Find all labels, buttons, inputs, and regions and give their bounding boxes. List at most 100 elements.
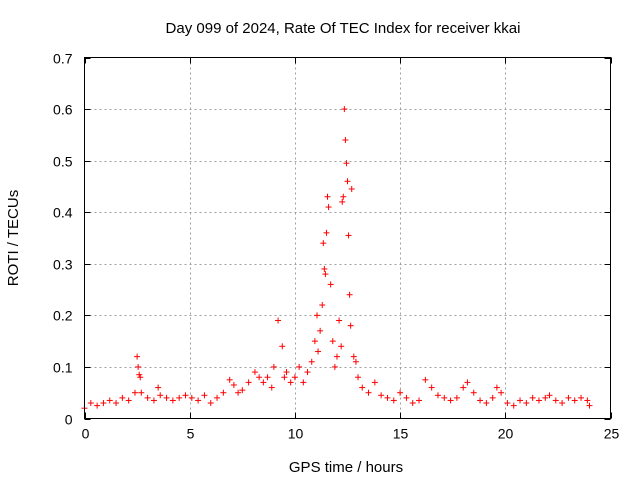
- data-point: [138, 389, 145, 396]
- data-point: [464, 379, 471, 386]
- data-point: [131, 389, 138, 396]
- data-point: [311, 338, 318, 345]
- data-point: [434, 392, 441, 399]
- data-point: [329, 338, 336, 345]
- data-point: [308, 358, 315, 365]
- data-point: [137, 374, 144, 381]
- data-point: [279, 343, 286, 350]
- data-point: [283, 369, 290, 376]
- data-point: [155, 384, 162, 391]
- data-point: [182, 392, 189, 399]
- data-point: [352, 358, 359, 365]
- x-tick-label: 10: [288, 426, 304, 442]
- data-point: [264, 374, 271, 381]
- data-point: [319, 302, 326, 309]
- x-tick-label: 20: [498, 426, 514, 442]
- data-point: [106, 397, 113, 404]
- data-point: [483, 400, 490, 407]
- data-point: [125, 397, 132, 404]
- data-point: [447, 397, 454, 404]
- y-tick-label: 0.5: [53, 154, 73, 170]
- data-point: [498, 389, 505, 396]
- data-point: [230, 381, 237, 388]
- data-point: [517, 397, 524, 404]
- data-point: [339, 198, 346, 205]
- data-point: [336, 317, 343, 324]
- data-point: [350, 353, 357, 360]
- data-point: [315, 348, 322, 355]
- data-point: [321, 265, 328, 272]
- data-point: [403, 394, 410, 401]
- data-point: [245, 379, 252, 386]
- data-point: [341, 106, 348, 113]
- data-point: [504, 400, 511, 407]
- data-point: [546, 392, 553, 399]
- data-point: [470, 389, 477, 396]
- data-point: [320, 240, 327, 247]
- data-point: [542, 394, 549, 401]
- data-point: [287, 379, 294, 386]
- x-axis-ticks: 0 5 10 15 20 25: [82, 57, 619, 442]
- data-point: [296, 363, 303, 370]
- data-point: [489, 394, 496, 401]
- data-point: [460, 384, 467, 391]
- data-point: [359, 384, 366, 391]
- data-point: [214, 394, 221, 401]
- data-point: [340, 193, 347, 200]
- data-point: [584, 397, 591, 404]
- data-point: [220, 389, 227, 396]
- data-point: [333, 353, 340, 360]
- data-point: [586, 402, 593, 409]
- data-point: [176, 394, 183, 401]
- x-tick-label: 15: [393, 426, 409, 442]
- plot-frame: [84, 57, 611, 419]
- data-point: [371, 379, 378, 386]
- data-point: [169, 397, 176, 404]
- data-point: [331, 363, 338, 370]
- data-point: [268, 384, 275, 391]
- y-tick-label: 0.6: [53, 102, 73, 118]
- data-point: [327, 281, 334, 288]
- y-tick-label: 0.4: [53, 205, 73, 221]
- data-point: [390, 397, 397, 404]
- data-point: [345, 232, 352, 239]
- chart-title: Day 099 of 2024, Rate Of TEC Index for r…: [166, 20, 521, 37]
- data-point: [441, 394, 448, 401]
- data-point: [195, 397, 202, 404]
- data-point: [291, 374, 298, 381]
- data-point: [324, 193, 331, 200]
- y-tick-label: 0.1: [53, 360, 73, 376]
- data-point: [523, 400, 530, 407]
- y-axis-label: ROTI / TECUs: [5, 190, 22, 286]
- y-axis-ticks: 0 0.1 0.2 0.3 0.4 0.5 0.6 0.7: [53, 51, 611, 428]
- data-point: [347, 322, 354, 329]
- data-point: [365, 389, 372, 396]
- data-point: [113, 400, 120, 407]
- data-point: [477, 397, 484, 404]
- data-point: [163, 394, 170, 401]
- data-point: [397, 389, 404, 396]
- data-point: [100, 400, 107, 407]
- data-point: [422, 376, 429, 383]
- data-point: [529, 394, 536, 401]
- y-tick-label: 0.3: [53, 257, 73, 273]
- y-tick-label: 0: [65, 412, 73, 428]
- data-point: [281, 374, 288, 381]
- data-point: [226, 376, 233, 383]
- data-point: [493, 384, 500, 391]
- data-point: [235, 389, 242, 396]
- data-point: [135, 363, 142, 370]
- data-point: [416, 397, 423, 404]
- data-point: [94, 402, 101, 409]
- y-tick-label: 0.7: [53, 51, 73, 67]
- data-point: [270, 363, 277, 370]
- data-point: [87, 400, 94, 407]
- data-point: [355, 374, 362, 381]
- data-point: [346, 291, 353, 298]
- grid-layer: [84, 57, 611, 419]
- data-points: [81, 106, 593, 412]
- data-point: [343, 160, 350, 167]
- data-point: [535, 397, 542, 404]
- data-point: [552, 397, 559, 404]
